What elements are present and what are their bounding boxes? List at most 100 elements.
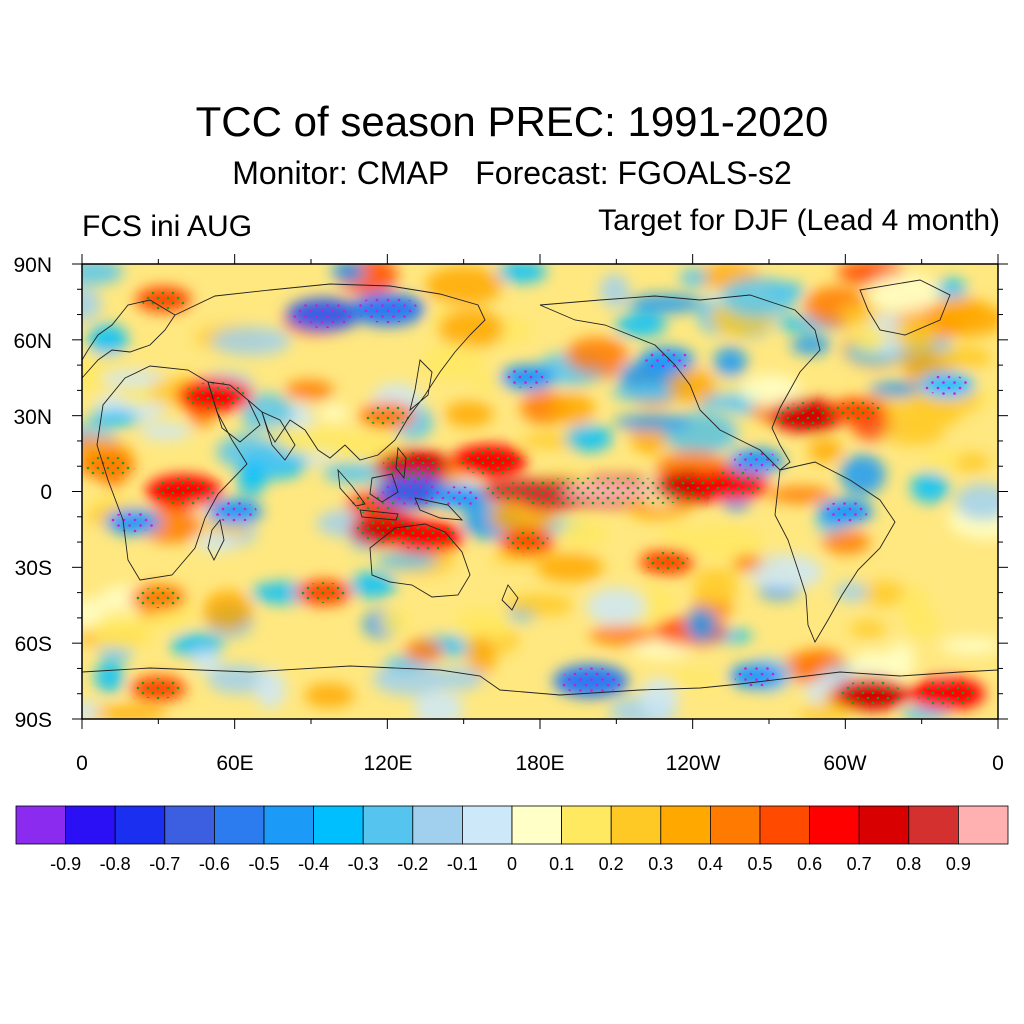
initialization-label: FCS ini AUG <box>82 210 253 243</box>
coastline-greenland <box>859 279 951 336</box>
significance-stipple-22 <box>356 295 418 324</box>
map-title: TCC of season PREC: 1991-2020 <box>195 98 829 145</box>
significance-stipple-13 <box>141 288 186 310</box>
field-cell <box>375 551 438 570</box>
field-cell <box>195 533 239 552</box>
field-cell <box>955 483 998 521</box>
significance-stipple-11 <box>153 477 215 506</box>
coastline-south-america <box>774 461 896 644</box>
colorbar <box>15 805 1009 845</box>
significance-stipple-16 <box>135 678 181 700</box>
lat-label-0: 0 <box>40 481 52 504</box>
coastline-new-guinea <box>414 497 464 521</box>
colorbar-swatch-4 <box>213 805 265 845</box>
lat-label-90s: 90S <box>15 709 52 732</box>
significance-stipple-15 <box>916 680 978 708</box>
colorbar-label-8: -0.1 <box>447 854 478 874</box>
field-cell <box>82 264 124 285</box>
significance-stipple-21 <box>293 300 355 329</box>
coastline-java <box>359 509 399 521</box>
coastline-africa <box>96 365 248 581</box>
field-cell <box>614 414 692 431</box>
colorbar-label-9: 0 <box>507 854 517 874</box>
significance-stipple-23 <box>644 349 690 371</box>
field-cell <box>372 661 447 696</box>
field-cell <box>438 308 505 349</box>
colorbar-swatch-14 <box>710 805 761 845</box>
field-cell <box>894 317 941 351</box>
field-cell <box>453 607 512 643</box>
significance-stipple-18 <box>644 551 690 573</box>
colorbar-swatch-15 <box>759 805 810 845</box>
colorbar-label-16: 0.7 <box>847 854 872 874</box>
map-subtitle: Monitor: CMAP Forecast: FGOALS-s2 <box>232 155 792 191</box>
colorbar-label-17: 0.8 <box>896 854 921 874</box>
colorbar-swatch-17 <box>858 805 910 845</box>
field-cell <box>413 690 464 719</box>
field-cell <box>237 460 267 496</box>
lon-label-120e: 120E <box>363 752 412 775</box>
colorbar-swatch-12 <box>610 805 662 845</box>
colorbar-swatch-5 <box>263 805 314 845</box>
coastline-india <box>261 411 296 461</box>
lat-label-60s: 60S <box>15 633 52 656</box>
colorbar-label-1: -0.8 <box>100 854 131 874</box>
field-cell <box>254 669 286 709</box>
axis-ticks <box>72 254 1008 729</box>
field-cell <box>87 409 140 427</box>
field-cell <box>435 667 484 691</box>
equatorial-stipple <box>483 477 724 506</box>
colorbar-swatch-19 <box>958 805 1009 845</box>
lon-label-0-left: 0 <box>76 752 88 775</box>
field-cell <box>304 683 355 708</box>
field-cell <box>713 346 748 378</box>
significance-stipple-28 <box>733 450 779 472</box>
lon-label-60e: 60E <box>216 752 253 775</box>
significance-stipple-4 <box>382 452 444 480</box>
field-cell <box>940 636 998 655</box>
significance-stipple-30 <box>504 367 550 389</box>
field-cell <box>857 581 908 607</box>
significance-stipple-19 <box>382 477 444 506</box>
field-cell <box>94 662 125 693</box>
significance-stipple-14 <box>840 680 902 708</box>
colorbar-swatch-8 <box>412 805 463 845</box>
field-cell <box>589 625 656 646</box>
field-cell <box>922 449 961 471</box>
colorbar-swatch-11 <box>561 805 612 845</box>
field-cell <box>692 567 738 607</box>
field-cell <box>881 421 945 446</box>
colorbar-swatch-13 <box>660 805 711 845</box>
colorbar-swatch-0 <box>15 805 66 845</box>
field-cell <box>331 264 365 283</box>
significance-stipple-25 <box>733 665 779 687</box>
coastline-philippines <box>395 446 407 480</box>
colorbar-swatch-7 <box>362 805 414 845</box>
lon-label-120w: 120W <box>666 752 721 775</box>
coastline-madagascar <box>207 518 225 562</box>
significance-stipple-31 <box>924 374 970 396</box>
lon-label-0-right: 0 <box>992 752 1004 775</box>
field-cell <box>733 555 762 571</box>
field-cell <box>684 523 763 560</box>
colorbar-swatch-9 <box>461 805 513 845</box>
coastline-borneo <box>369 473 399 503</box>
colorbar-label-0: -0.9 <box>50 854 81 874</box>
colorbar-label-15: 0.6 <box>797 854 822 874</box>
field-cell <box>739 373 802 408</box>
field-cell <box>203 590 253 632</box>
lon-label-180e: 180E <box>515 752 564 775</box>
field-cell <box>910 472 950 504</box>
field-cell <box>768 486 833 504</box>
target-label: Target for DJF (Lead 4 month) <box>598 204 1000 237</box>
significance-stipple-12 <box>183 381 245 410</box>
field-cell <box>839 454 886 496</box>
colorbar-label-14: 0.5 <box>747 854 772 874</box>
field-cell <box>256 426 308 441</box>
colorbar-label-10: 0.1 <box>549 854 574 874</box>
heatmap-layer <box>82 264 998 719</box>
field-cell <box>90 613 156 651</box>
field-cell <box>868 272 941 315</box>
field-cell <box>320 404 349 423</box>
